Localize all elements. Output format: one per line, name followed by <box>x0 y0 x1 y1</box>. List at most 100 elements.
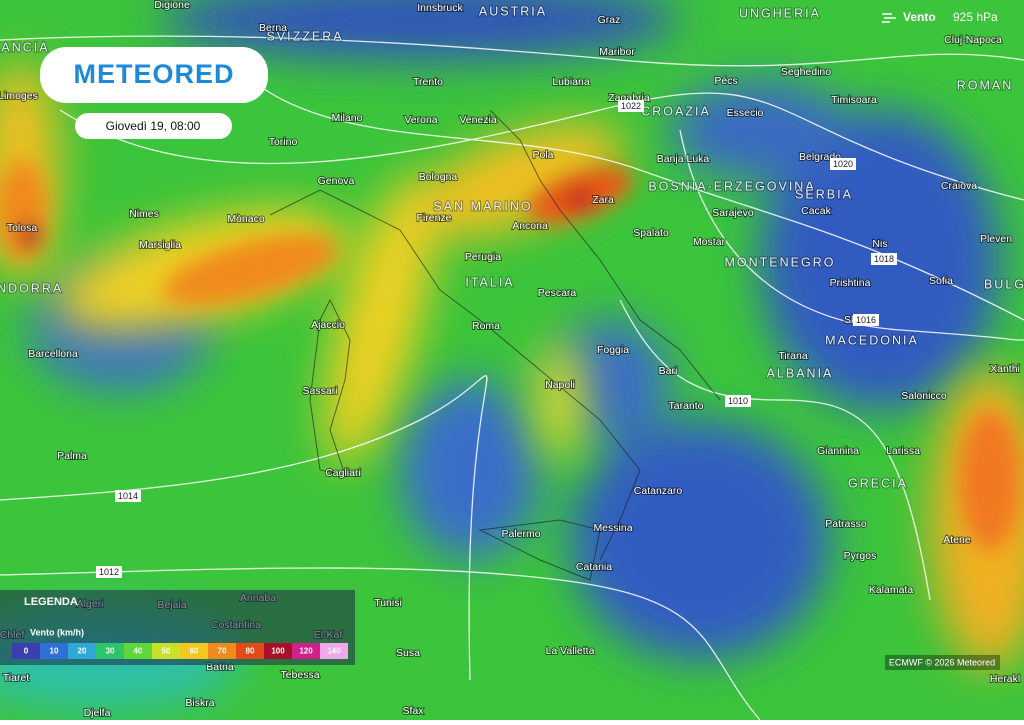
city-label: Cacak <box>801 205 832 217</box>
country-label: UNGHERIA <box>739 6 821 20</box>
legend-tick: 100 <box>271 647 285 656</box>
legend-swatch <box>152 643 180 659</box>
city-label: Genova <box>318 175 355 187</box>
date-bg <box>75 113 232 139</box>
city-label: Timisoara <box>831 94 877 106</box>
city-label: Graz <box>598 14 621 26</box>
legend-swatch <box>12 643 40 659</box>
isobar-lines <box>0 35 1024 721</box>
isobar-label: 1020 <box>833 159 853 169</box>
country-label: MACEDONIA <box>825 333 919 347</box>
city-label: Tunisi <box>374 597 402 609</box>
city-label: Taranto <box>668 400 703 412</box>
legend-swatch <box>208 643 236 659</box>
city-label: Larissa <box>886 445 920 457</box>
city-label: Banja Luka <box>657 153 710 165</box>
isobar-label: 1018 <box>874 254 894 264</box>
legend-swatch <box>40 643 68 659</box>
country-label: GRECIA <box>848 476 908 490</box>
city-label: Digione <box>154 0 190 11</box>
city-label: Milano <box>332 112 363 124</box>
city-label: Marsiglia <box>139 239 181 251</box>
city-label: Djelfa <box>84 707 111 719</box>
city-label: Innsbruck <box>417 2 463 14</box>
city-label: Messina <box>593 522 632 534</box>
city-label: Tebessa <box>280 669 319 681</box>
city-label: Kalamata <box>869 584 914 596</box>
legend-tick: 140 <box>327 647 341 656</box>
city-label: Firenze <box>416 212 451 224</box>
city-label: Essecio <box>727 107 764 119</box>
wind-icon <box>882 13 896 23</box>
country-label: RANCIA <box>0 40 50 54</box>
city-label: Giannina <box>817 445 859 457</box>
city-label: Tirana <box>778 350 808 362</box>
city-label: Herakl <box>990 673 1020 685</box>
city-label: Bari <box>659 365 678 377</box>
legend-swatch <box>68 643 96 659</box>
legend-swatch <box>264 643 292 659</box>
city-label: Biskra <box>185 697 214 709</box>
city-label: Berna <box>259 22 287 34</box>
city-label: Bologna <box>419 171 458 183</box>
city-label: Spalato <box>633 227 669 239</box>
logo-bg <box>40 47 268 103</box>
city-label: Sassari <box>302 385 337 397</box>
city-label: Pleven <box>980 233 1012 245</box>
legend-tick: 30 <box>106 647 115 656</box>
city-label: Nis <box>872 238 887 250</box>
city-label: Tolosa <box>7 222 38 234</box>
legend-swatch <box>236 643 264 659</box>
logo: METEORED <box>73 59 234 89</box>
city-label: Prishtina <box>830 277 871 289</box>
legend-tick: 80 <box>246 647 255 656</box>
city-label: Cagliari <box>325 467 361 479</box>
city-label: Cluj-Napoca <box>944 34 1002 46</box>
city-label: Napoli <box>545 379 575 391</box>
city-label: Craiova <box>941 180 977 192</box>
country-label: SAN MARINO <box>433 199 532 213</box>
layer-indicator: Vento 925 hPa <box>882 10 998 24</box>
city-label: Roma <box>472 320 500 332</box>
legend-tick: 60 <box>190 647 199 656</box>
city-label: Pescara <box>538 287 577 299</box>
city-label: Ajaccio <box>311 319 345 331</box>
city-label: Maribor <box>599 46 635 58</box>
legend-swatch <box>180 643 208 659</box>
city-label: Trento <box>413 76 443 88</box>
country-label: BOSNIA-ERZEGOVINA <box>648 179 815 193</box>
country-label: ITALIA <box>465 275 514 289</box>
city-label: Catanzaro <box>634 485 683 497</box>
city-label: Limoges <box>0 90 38 102</box>
city-label: Pola <box>532 149 553 161</box>
country-label: ROMAN <box>957 78 1014 92</box>
city-label: Ancona <box>512 220 548 232</box>
isobar-label-bg <box>618 100 644 112</box>
isobar-label: 1022 <box>621 101 641 111</box>
legend-tick: 10 <box>50 647 59 656</box>
country-label: SERBIA <box>795 187 853 201</box>
isobar-label: 1010 <box>728 396 748 406</box>
legend-swatch <box>320 643 348 659</box>
city-label: Sarajevo <box>712 207 754 219</box>
city-label: Xanthi <box>990 363 1020 375</box>
city-label: Lubiana <box>552 76 590 88</box>
city-label: Venezia <box>459 114 497 126</box>
legend-swatch <box>124 643 152 659</box>
country-label: BULG <box>984 277 1024 291</box>
legend-tick: 120 <box>299 647 313 656</box>
isobar-label: 1014 <box>118 491 138 501</box>
layer-level: 925 hPa <box>953 10 998 24</box>
legend: LEGENDA Vento (km/h) 0 10 20 30 40 50 60 70 80 10… <box>0 590 355 665</box>
city-label: Patrasso <box>825 518 867 530</box>
legend-title: LEGENDA <box>24 596 78 608</box>
city-label: Palma <box>57 450 87 462</box>
isobar-label-bg <box>830 158 856 170</box>
city-label: Mostar <box>693 236 726 248</box>
city-label: Sofia <box>929 275 953 287</box>
city-label: Perugia <box>465 251 501 263</box>
legend-unit: Vento (km/h) <box>30 627 84 637</box>
logo-box: METEORED Giovedì 19, 08:00 <box>40 47 268 139</box>
country-label: AUSTRIA <box>479 4 547 18</box>
